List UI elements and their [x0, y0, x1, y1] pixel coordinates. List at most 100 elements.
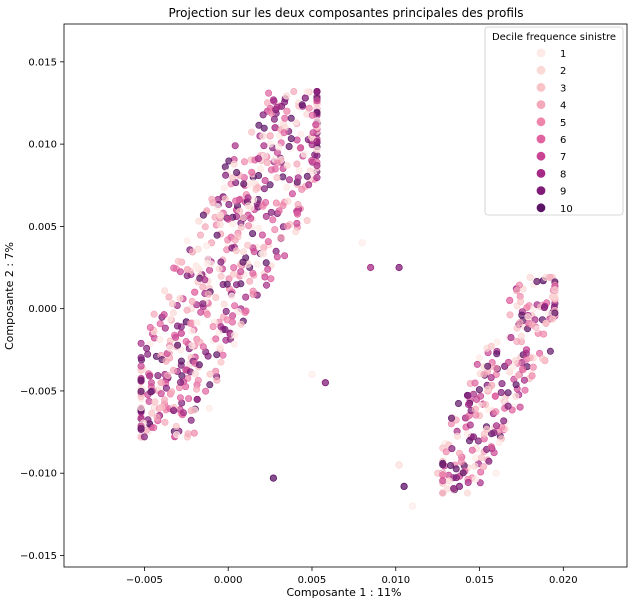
scatter-point: [194, 245, 202, 253]
scatter-point: [183, 272, 191, 280]
scatter-point: [212, 335, 220, 343]
scatter-point: [493, 338, 501, 346]
scatter-point: [177, 329, 185, 337]
scatter-point: [452, 474, 460, 482]
scatter-point: [506, 311, 514, 319]
scatter-point: [536, 349, 544, 357]
scatter-point: [137, 376, 145, 384]
scatter-point: [452, 465, 460, 473]
scatter-point: [308, 370, 316, 379]
scatter-point: [250, 248, 258, 256]
scatter-point: [279, 173, 287, 181]
scatter-point: [168, 388, 176, 396]
scatter-point: [232, 179, 240, 187]
scatter-point: [189, 248, 197, 256]
scatter-point: [466, 421, 474, 429]
scatter-point: [213, 376, 221, 384]
scatter-point: [150, 328, 158, 336]
scatter-point: [269, 96, 277, 104]
scatter-point: [174, 341, 182, 349]
scatter-point: [485, 457, 493, 465]
scatter-point: [199, 283, 207, 291]
scatter-point: [231, 302, 239, 310]
scatter-point: [188, 342, 196, 350]
scatter-point: [249, 290, 257, 298]
scatter-point: [264, 265, 272, 273]
scatter-point: [242, 307, 250, 315]
scatter-point: [228, 292, 236, 300]
scatter-point: [263, 99, 271, 107]
legend-marker: [536, 83, 546, 92]
scatter-point: [484, 362, 492, 370]
scatter-point: [273, 104, 281, 112]
scatter-point: [499, 396, 507, 404]
scatter-point: [150, 310, 158, 318]
scatter-point: [216, 343, 224, 351]
scatter-point: [246, 277, 254, 285]
scatter-point: [457, 458, 465, 466]
scatter-point: [194, 376, 202, 384]
legend-label: 1: [560, 49, 566, 60]
scatter-point: [140, 433, 148, 441]
y-axis-ticks: −0.015 −0.010 −0.005 0.000 0.005 0.010 0.015: [20, 57, 64, 562]
scatter-point: [230, 340, 238, 348]
scatter-point: [217, 358, 225, 366]
scatter-point: [144, 350, 152, 358]
scatter-point: [469, 390, 477, 398]
scatter-point: [493, 350, 501, 358]
scatter-point: [303, 217, 311, 225]
scatter-point: [221, 325, 229, 333]
scatter-point: [195, 361, 203, 369]
scatter-point: [260, 244, 268, 252]
scatter-point: [453, 432, 461, 440]
scatter-point: [234, 308, 242, 316]
y-tick-label: 0.015: [28, 57, 57, 68]
scatter-point: [447, 414, 455, 422]
scatter-point: [150, 424, 158, 432]
legend-marker: [536, 151, 546, 161]
scatter-point: [213, 203, 221, 211]
legend-marker: [536, 186, 546, 196]
scatter-point: [212, 367, 220, 375]
scatter-point: [277, 234, 285, 242]
scatter-point: [273, 174, 281, 182]
scatter-point: [137, 354, 145, 362]
scatter-point: [454, 399, 462, 407]
scatter-point: [260, 152, 268, 160]
scatter-point: [395, 263, 403, 272]
scatter-point: [513, 287, 521, 295]
scatter-point: [262, 212, 270, 220]
scatter-point: [213, 231, 221, 239]
scatter-point: [212, 293, 220, 301]
scatter-point: [297, 144, 305, 152]
scatter-point: [459, 469, 467, 477]
scatter-point: [313, 137, 321, 145]
scatter-point: [153, 413, 161, 421]
scatter-point: [188, 327, 196, 335]
scatter-point: [504, 358, 512, 366]
scatter-point: [248, 168, 256, 176]
scatter-point: [312, 121, 320, 129]
scatter-point: [264, 238, 272, 246]
scatter-point: [202, 387, 210, 395]
scatter-point: [290, 88, 298, 96]
scatter-point: [147, 379, 155, 387]
scatter-point: [551, 309, 559, 317]
chart-title: Projection sur les deux composantes prin…: [168, 6, 523, 20]
scatter-point: [297, 130, 305, 138]
scatter-point: [366, 263, 375, 272]
scatter-point: [222, 171, 230, 179]
scatter-point: [480, 370, 488, 378]
scatter-point: [258, 231, 266, 239]
scatter-point: [156, 336, 164, 344]
scatter-point: [529, 363, 537, 371]
scatter-marks: [137, 88, 559, 510]
scatter-point: [220, 184, 228, 192]
scatter-point: [177, 357, 185, 365]
scatter-point: [283, 183, 291, 191]
scatter-point: [176, 294, 184, 302]
legend-label: 3: [560, 83, 566, 94]
scatter-point: [516, 319, 524, 327]
legend-box: [484, 26, 624, 216]
scatter-point: [471, 379, 479, 387]
